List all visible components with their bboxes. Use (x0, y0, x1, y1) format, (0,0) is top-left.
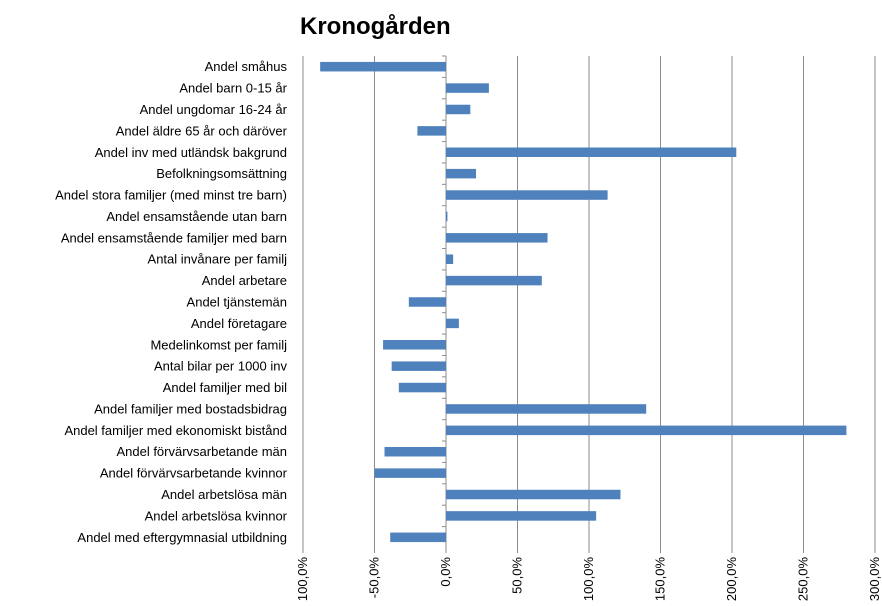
category-label: Andel arbetslösa män (161, 487, 287, 502)
bar (417, 126, 446, 136)
bar (374, 468, 446, 478)
category-label: Andel ensamstående utan barn (106, 209, 287, 224)
bar (390, 532, 446, 543)
category-label: Andel med eftergymnasial utbildning (77, 530, 287, 545)
category-label: Andel förvärvsarbetande män (116, 444, 287, 459)
bars (320, 61, 847, 543)
bar (446, 511, 597, 521)
bar (446, 168, 477, 179)
bar (446, 83, 489, 93)
bar (446, 404, 647, 414)
bar (446, 211, 448, 222)
x-tick-label: -50,0% (367, 557, 382, 599)
category-label: Andel stora familjer (med minst tre barn… (55, 188, 287, 203)
category-label: Antal invånare per familj (148, 252, 288, 267)
category-label: Andel arbetslösa kvinnor (145, 508, 288, 523)
category-label: Medelinkomst per familj (150, 337, 287, 352)
bar (446, 275, 542, 286)
x-tick-label: 100,0% (581, 557, 596, 602)
bar (446, 425, 847, 436)
category-label: Andel arbetare (202, 273, 287, 288)
bar (446, 104, 471, 115)
bar (446, 318, 459, 329)
category-label: Andel familjer med bil (163, 380, 287, 395)
bar (446, 489, 621, 500)
category-labels: Andel småhus Andel barn 0-15 år Andel ungd… (55, 59, 288, 545)
bar (446, 254, 454, 264)
bar (384, 446, 446, 457)
category-label: Andel inv med utländsk bakgrund (95, 145, 287, 160)
category-label: Andel familjer med ekonomiskt bistånd (64, 423, 287, 438)
x-tick-label: 150,0% (653, 557, 668, 602)
category-label: Andel ensamstående familjer med barn (61, 230, 287, 245)
bar (446, 233, 548, 243)
category-label: Andel barn 0-15 år (179, 81, 287, 96)
bar (446, 190, 608, 200)
bar (398, 382, 446, 393)
x-tick-label: 100,0% (295, 557, 310, 602)
category-label: Andel familjer med bostadsbidrag (94, 401, 287, 416)
category-label: Andel äldre 65 år och däröver (116, 123, 288, 138)
x-tick-labels: 100,0% -50,0% 0,0% 50,0% 100,0% 150,0% 200,0% 2… (295, 557, 882, 602)
category-label: Befolkningsomsättning (156, 166, 287, 181)
x-tick-label: 250,0% (796, 557, 811, 602)
bar (408, 297, 446, 307)
category-label: Andel ungdomar 16-24 år (140, 102, 288, 117)
bar (446, 147, 737, 158)
category-label: Andel tjänstemän (187, 295, 287, 310)
category-label: Andel företagare (191, 316, 287, 331)
axes (302, 55, 876, 553)
x-tick-label: 50,0% (510, 557, 525, 594)
x-tick-label: 300,0% (867, 557, 882, 602)
category-label: Antal bilar per 1000 inv (154, 359, 287, 374)
x-tick-label: 0,0% (438, 557, 453, 587)
x-tick-label: 200,0% (724, 557, 739, 602)
bar (383, 340, 446, 350)
bar (391, 361, 446, 371)
chart-title: Kronogården (300, 13, 451, 40)
category-label: Andel småhus (205, 59, 288, 74)
bar (320, 61, 446, 72)
category-label: Andel förvärvsarbetande kvinnor (100, 466, 288, 481)
